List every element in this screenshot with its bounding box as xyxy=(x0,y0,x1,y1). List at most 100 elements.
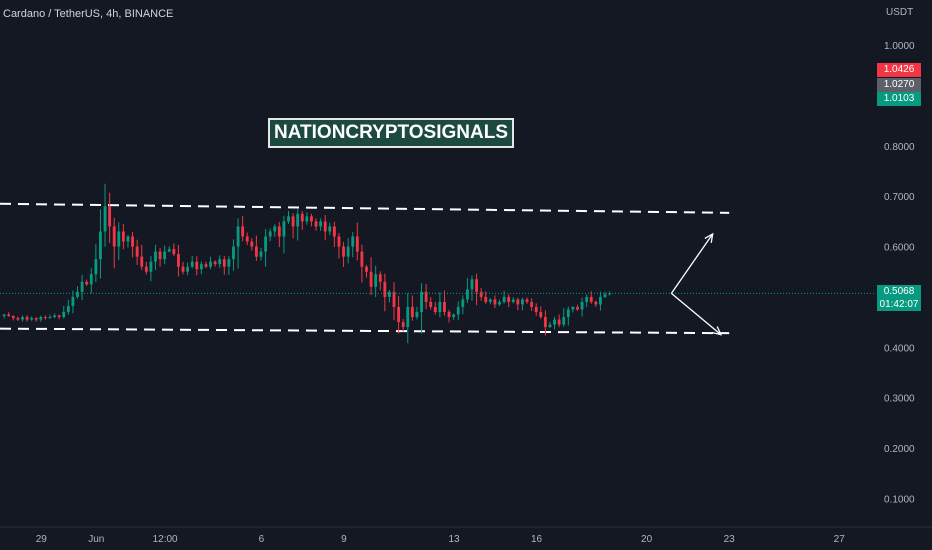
price-tick-label: 0.8000 xyxy=(884,142,915,153)
candle-body xyxy=(433,306,437,313)
candle-body xyxy=(236,226,240,247)
price-badge-mid: 1.0270 xyxy=(877,78,921,92)
candle-body xyxy=(525,299,529,302)
candle-body xyxy=(195,261,199,270)
candle-body xyxy=(511,299,515,302)
candle-body xyxy=(342,246,345,257)
candle-body xyxy=(300,213,304,222)
candle-body xyxy=(213,261,217,265)
candle-body xyxy=(365,266,368,272)
candle-body xyxy=(163,251,167,260)
candle-body xyxy=(388,291,391,297)
candle-body xyxy=(89,274,93,285)
last-price-value: 0.5068 xyxy=(883,286,915,298)
candle-body xyxy=(479,291,483,297)
candle-body xyxy=(383,281,387,297)
price-tick-label: 1.0000 xyxy=(884,41,915,52)
candle-body xyxy=(135,246,139,257)
candle-body xyxy=(21,317,24,320)
channel-lines xyxy=(0,202,730,335)
time-tick-label: 29 xyxy=(36,534,48,545)
candle-body xyxy=(172,249,176,255)
candle-body xyxy=(598,296,602,305)
candle-body xyxy=(470,279,474,290)
candle-body xyxy=(498,301,501,305)
candle-body xyxy=(190,261,194,267)
candle-body xyxy=(126,236,130,242)
candle-body xyxy=(530,301,534,307)
candle-body xyxy=(452,314,456,318)
candle-body xyxy=(154,251,157,262)
candle-body xyxy=(493,299,497,305)
candle-body xyxy=(420,291,423,313)
candle-body xyxy=(99,231,102,260)
channel-top-line xyxy=(0,202,730,214)
candle-body xyxy=(222,259,226,267)
candle-body xyxy=(121,231,125,242)
symbol-title[interactable]: Cardano / TetherUS, 4h, BINANCE xyxy=(3,8,174,20)
candle-body xyxy=(319,221,323,227)
time-tick-label: 20 xyxy=(641,534,653,545)
candle-body xyxy=(277,226,281,237)
candle-body xyxy=(108,206,112,227)
candle-body xyxy=(566,309,570,318)
price-axis[interactable]: 0.10000.20000.30000.40000.50000.60000.70… xyxy=(884,41,915,505)
candle-body xyxy=(461,299,465,307)
price-badge-high: 1.0426 xyxy=(877,63,921,77)
candle-body xyxy=(85,281,89,285)
candle-body xyxy=(140,256,144,267)
candle-body xyxy=(374,274,378,287)
time-tick-label: 27 xyxy=(834,534,846,545)
candle-body xyxy=(429,301,433,307)
candle-body xyxy=(209,261,212,267)
candle-body xyxy=(39,317,43,320)
candle-body xyxy=(218,259,222,265)
candle-body xyxy=(378,274,382,282)
candle-body xyxy=(576,306,579,310)
candle-body xyxy=(204,264,208,267)
candle-body xyxy=(250,241,254,247)
arrow-down-shaft xyxy=(670,292,722,336)
candle-body xyxy=(438,301,442,313)
candle-body xyxy=(360,251,364,267)
candle-body xyxy=(323,221,327,232)
currency-unit: USDT xyxy=(886,7,914,18)
arrow-up-shaft xyxy=(670,233,714,294)
candle-body xyxy=(94,259,98,275)
candle-body xyxy=(57,315,61,318)
time-axis[interactable]: 29 Jun 12:00 6 9 13 16 20 23 27 xyxy=(0,526,932,545)
candle-body xyxy=(259,251,263,257)
candle-body xyxy=(589,296,593,302)
candle-body xyxy=(48,317,52,319)
candle-body xyxy=(254,246,258,257)
candle-body xyxy=(580,301,584,310)
last-price-badge: 0.5068 01:42:07 xyxy=(877,285,921,312)
candle-body xyxy=(543,317,547,328)
time-tick-label: 16 xyxy=(531,534,543,545)
candle-body xyxy=(447,312,451,318)
candle-body xyxy=(443,301,446,313)
candle-body xyxy=(34,318,38,320)
candle-body xyxy=(608,293,612,295)
candle-body xyxy=(346,246,350,257)
candle-body xyxy=(71,296,75,306)
candle-body xyxy=(539,312,543,318)
candle-body xyxy=(177,254,180,267)
candle-body xyxy=(7,314,11,317)
candle-body xyxy=(149,261,153,272)
candle-body xyxy=(158,251,162,260)
candle-body xyxy=(516,299,520,305)
candle-body xyxy=(351,236,355,247)
candle-body xyxy=(397,306,401,323)
candle-body xyxy=(415,312,419,318)
candle-body xyxy=(369,271,373,287)
price-tick-label: 0.4000 xyxy=(884,343,915,354)
candle-body xyxy=(131,236,134,247)
candle-body xyxy=(282,221,286,237)
watermark-logo: NATIONCRYPTOSIGNALS xyxy=(268,118,514,148)
price-tick-label: 0.2000 xyxy=(884,444,915,455)
candle-body xyxy=(25,317,29,320)
candle-body xyxy=(76,291,79,297)
candle-body xyxy=(401,322,405,328)
